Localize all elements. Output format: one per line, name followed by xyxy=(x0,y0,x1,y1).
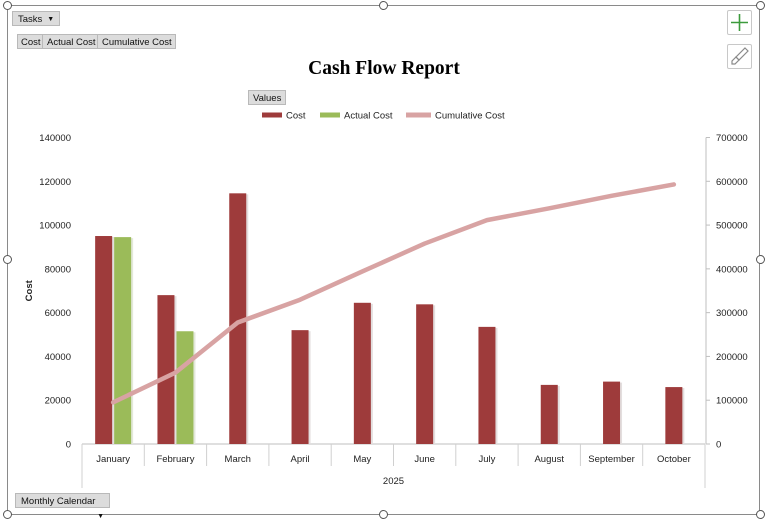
value-field-actual-cost-button[interactable]: Actual Cost xyxy=(42,34,101,49)
resize-handle-top-left[interactable] xyxy=(3,1,12,10)
dropdown-arrow-icon: ▼ xyxy=(97,513,104,520)
resize-handle-bottom-left[interactable] xyxy=(3,510,12,519)
monthly-calendar-axis-button[interactable]: Monthly Calendar ▼ xyxy=(15,493,110,520)
resize-handle-middle-right[interactable] xyxy=(756,255,765,264)
plus-icon xyxy=(731,14,748,31)
chart-styles-button[interactable] xyxy=(727,44,752,69)
value-field-cumulative-cost-button[interactable]: Cumulative Cost xyxy=(97,34,176,49)
values-field-button[interactable]: Values xyxy=(248,90,287,105)
paintbrush-icon xyxy=(731,47,749,65)
tasks-filter-button[interactable]: Tasks ▼ xyxy=(12,11,61,26)
value-field-cost-button[interactable]: Cost xyxy=(17,34,45,49)
chart-title: Cash Flow Report xyxy=(308,58,460,79)
chart-elements-button[interactable] xyxy=(727,10,752,35)
chart-frame[interactable] xyxy=(7,5,760,515)
resize-handle-middle-left[interactable] xyxy=(3,255,12,264)
dropdown-arrow-icon: ▼ xyxy=(47,16,55,23)
monthly-calendar-label: Monthly Calendar xyxy=(21,496,96,507)
resize-handle-top-right[interactable] xyxy=(756,1,765,10)
tasks-filter-label: Tasks xyxy=(18,14,43,25)
resize-handle-top-center[interactable] xyxy=(379,1,388,10)
resize-handle-bottom-right[interactable] xyxy=(756,510,765,519)
resize-handle-bottom-center[interactable] xyxy=(379,510,388,519)
